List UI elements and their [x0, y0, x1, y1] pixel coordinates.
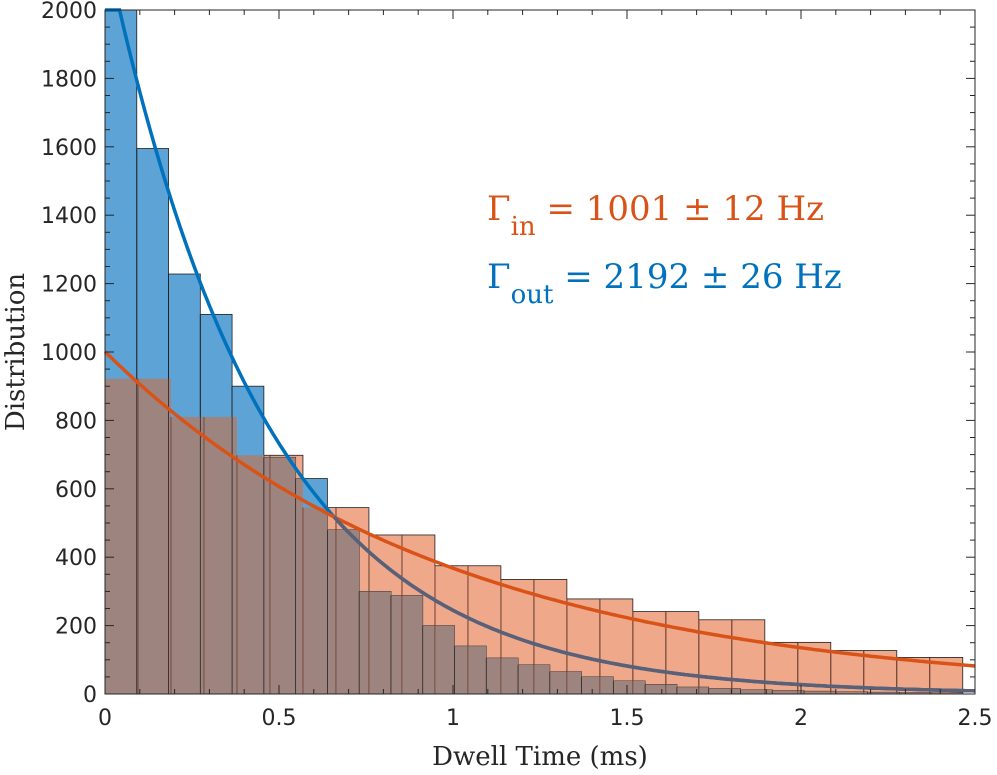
histogram-overlap-segment-27: [549, 671, 567, 694]
fit-curve-out-under-in: [332, 515, 976, 693]
histogram-overlap-segment-11: [295, 478, 303, 694]
histogram-overlap-segment-2: [137, 378, 169, 694]
histogram-overlap-segment-46: [863, 691, 868, 694]
histogram-overlap-segment-34: [665, 684, 677, 694]
histogram-overlap-segment-50: [929, 692, 932, 694]
histogram-overlap-segment-22: [467, 646, 487, 694]
histogram-overlap-segment-20: [434, 625, 455, 694]
histogram-overlap-segment-49: [899, 692, 930, 694]
histogram-overlap-segment-23: [486, 658, 501, 694]
histogram-overlap-segment-13: [327, 529, 336, 694]
histogram-overlap-segment-12: [302, 507, 328, 694]
histogram-overlap-segment-44: [830, 691, 836, 694]
histogram-overlap-segment-6: [203, 416, 233, 694]
gamma-in-subscript: in: [511, 212, 536, 242]
gamma-in-annotation: Γin = 1001 ± 12 Hz: [487, 189, 824, 242]
histogram-overlap-segment-43: [803, 691, 831, 694]
histogram-bar-in-18: [698, 619, 733, 695]
histogram-overlap-segment-16: [368, 591, 391, 694]
histogram-overlap-segment-28: [566, 671, 582, 694]
histogram-overlap-segment-7: [232, 416, 237, 694]
fit-curve-in: [103, 350, 976, 668]
x-tick-label-4: 2: [794, 706, 808, 731]
histogram-overlap-segment-15: [359, 591, 369, 694]
gamma-out-value: = 2192 ± 26 Hz: [553, 257, 841, 297]
histogram-overlap-segment-48: [896, 692, 900, 694]
histogram-overlap: [104, 10, 963, 694]
histogram-overlap-segment-10: [269, 457, 296, 694]
histogram-overlap-segment-32: [632, 681, 646, 694]
histogram-overlap-segment-25: [518, 664, 534, 694]
histogram-overlap-segment-31: [613, 681, 633, 694]
x-tick-label-5: 2.5: [958, 706, 993, 731]
axis-ticks: [104, 9, 976, 695]
y-tick-label-6: 1200: [41, 273, 97, 298]
x-axis-label: Dwell Time (ms): [432, 742, 648, 772]
histogram-overlap-segment-37: [708, 688, 732, 694]
histogram-overlap-segment-8: [236, 455, 264, 694]
histogram-overlap-segment-35: [676, 687, 699, 694]
histogram-overlap-segment-29: [581, 676, 600, 694]
histogram-overlap-segment-51: [931, 692, 963, 694]
y-tick-label-8: 1600: [41, 136, 97, 161]
histogram-overlap-segment-26: [533, 664, 550, 694]
histogram-bar-in-17: [665, 611, 700, 695]
y-tick-label-5: 1000: [41, 341, 97, 366]
gamma-out-symbol: Γ: [487, 257, 511, 297]
histogram-overlap-segment-14: [335, 529, 360, 694]
histogram-overlap-segment-30: [599, 676, 614, 694]
fit-curves: [103, 8, 976, 693]
histogram-overlap-segment-33: [645, 684, 666, 694]
x-tick-label-3: 1.5: [610, 706, 645, 731]
histogram-overlap-segment-19: [422, 625, 435, 694]
histogram-overlap-segment-3: [168, 378, 171, 694]
gamma-out-annotation: Γout = 2192 ± 26 Hz: [487, 257, 842, 310]
histogram-bar-in-20: [764, 641, 799, 695]
histogram-overlap-segment-21: [454, 646, 468, 694]
histogram-overlap-segment-9: [263, 457, 270, 694]
histogram-overlap-segment-36: [698, 687, 709, 694]
y-tick-label-7: 1400: [41, 204, 97, 229]
y-tick-label-1: 200: [55, 615, 97, 640]
histogram-overlap-segment-47: [867, 692, 897, 694]
x-tick-label-0: 0: [98, 706, 112, 731]
y-axis-label: Distribution: [1, 273, 31, 432]
x-tick-label-2: 1: [446, 706, 460, 731]
histogram-overlap-segment-41: [772, 690, 798, 694]
histogram-overlap-segment-0: [105, 378, 137, 694]
histogram-overlap-segment-38: [731, 688, 741, 694]
x-tick-label-1: 0.5: [262, 706, 297, 731]
histogram-overlap-segment-18: [401, 595, 423, 694]
y-tick-label-10: 2000: [41, 0, 97, 24]
y-tick-label-3: 600: [55, 478, 97, 503]
y-tick-label-9: 1800: [41, 67, 97, 92]
histogram-overlap-segment-5: [200, 416, 204, 694]
axis-tick-labels: 0 0.5 1 1.5 2 2.5 0 200 400 600 800 1000 1200 1400 160…: [41, 0, 993, 731]
histogram-overlap-segment-45: [835, 691, 864, 694]
histogram-overlap-segment-17: [390, 595, 402, 694]
y-tick-label-0: 0: [83, 683, 97, 708]
histogram-overlap-segment-1: [136, 378, 138, 694]
gamma-out-subscript: out: [511, 280, 554, 310]
histogram-overlap-segment-24: [500, 658, 519, 694]
gamma-in-value: = 1001 ± 12 Hz: [536, 189, 824, 229]
histogram-overlap-segment-40: [764, 689, 773, 694]
y-tick-label-2: 400: [55, 546, 97, 571]
histogram-overlap-segment-39: [740, 689, 765, 694]
histogram-overlap-segment-4: [170, 416, 201, 694]
rate-annotations: Γin = 1001 ± 12 Hz Γout = 2192 ± 26 Hz: [487, 189, 842, 310]
y-tick-label-4: 800: [55, 409, 97, 434]
gamma-in-symbol: Γ: [487, 189, 511, 229]
